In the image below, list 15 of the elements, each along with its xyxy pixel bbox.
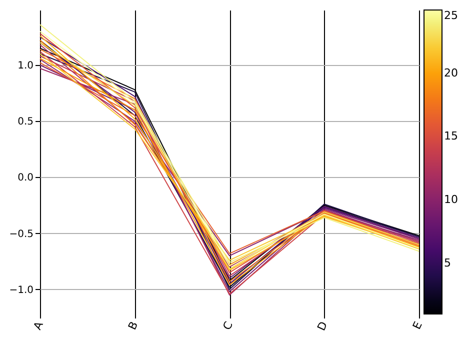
x-tick-label: B xyxy=(126,320,141,332)
y-tick-label: −0.5 xyxy=(9,228,34,240)
color-bar-label: 10 xyxy=(444,193,458,206)
color-bar-label: 5 xyxy=(444,256,451,270)
x-tick-label: A xyxy=(30,319,46,332)
y-tick-label: 0.0 xyxy=(18,172,34,184)
y-tick-label: −1.0 xyxy=(9,284,34,296)
x-tick-label: D xyxy=(314,320,330,333)
y-tick-label: 1.0 xyxy=(18,60,34,72)
color-bar-label: 20 xyxy=(444,66,458,80)
y-tick-label: 0.5 xyxy=(18,116,34,128)
color-bar-label: 25 xyxy=(444,9,458,22)
x-tick-label: E xyxy=(410,320,425,332)
x-tick-label: C xyxy=(220,319,236,332)
color-bar-label: 15 xyxy=(444,130,458,143)
